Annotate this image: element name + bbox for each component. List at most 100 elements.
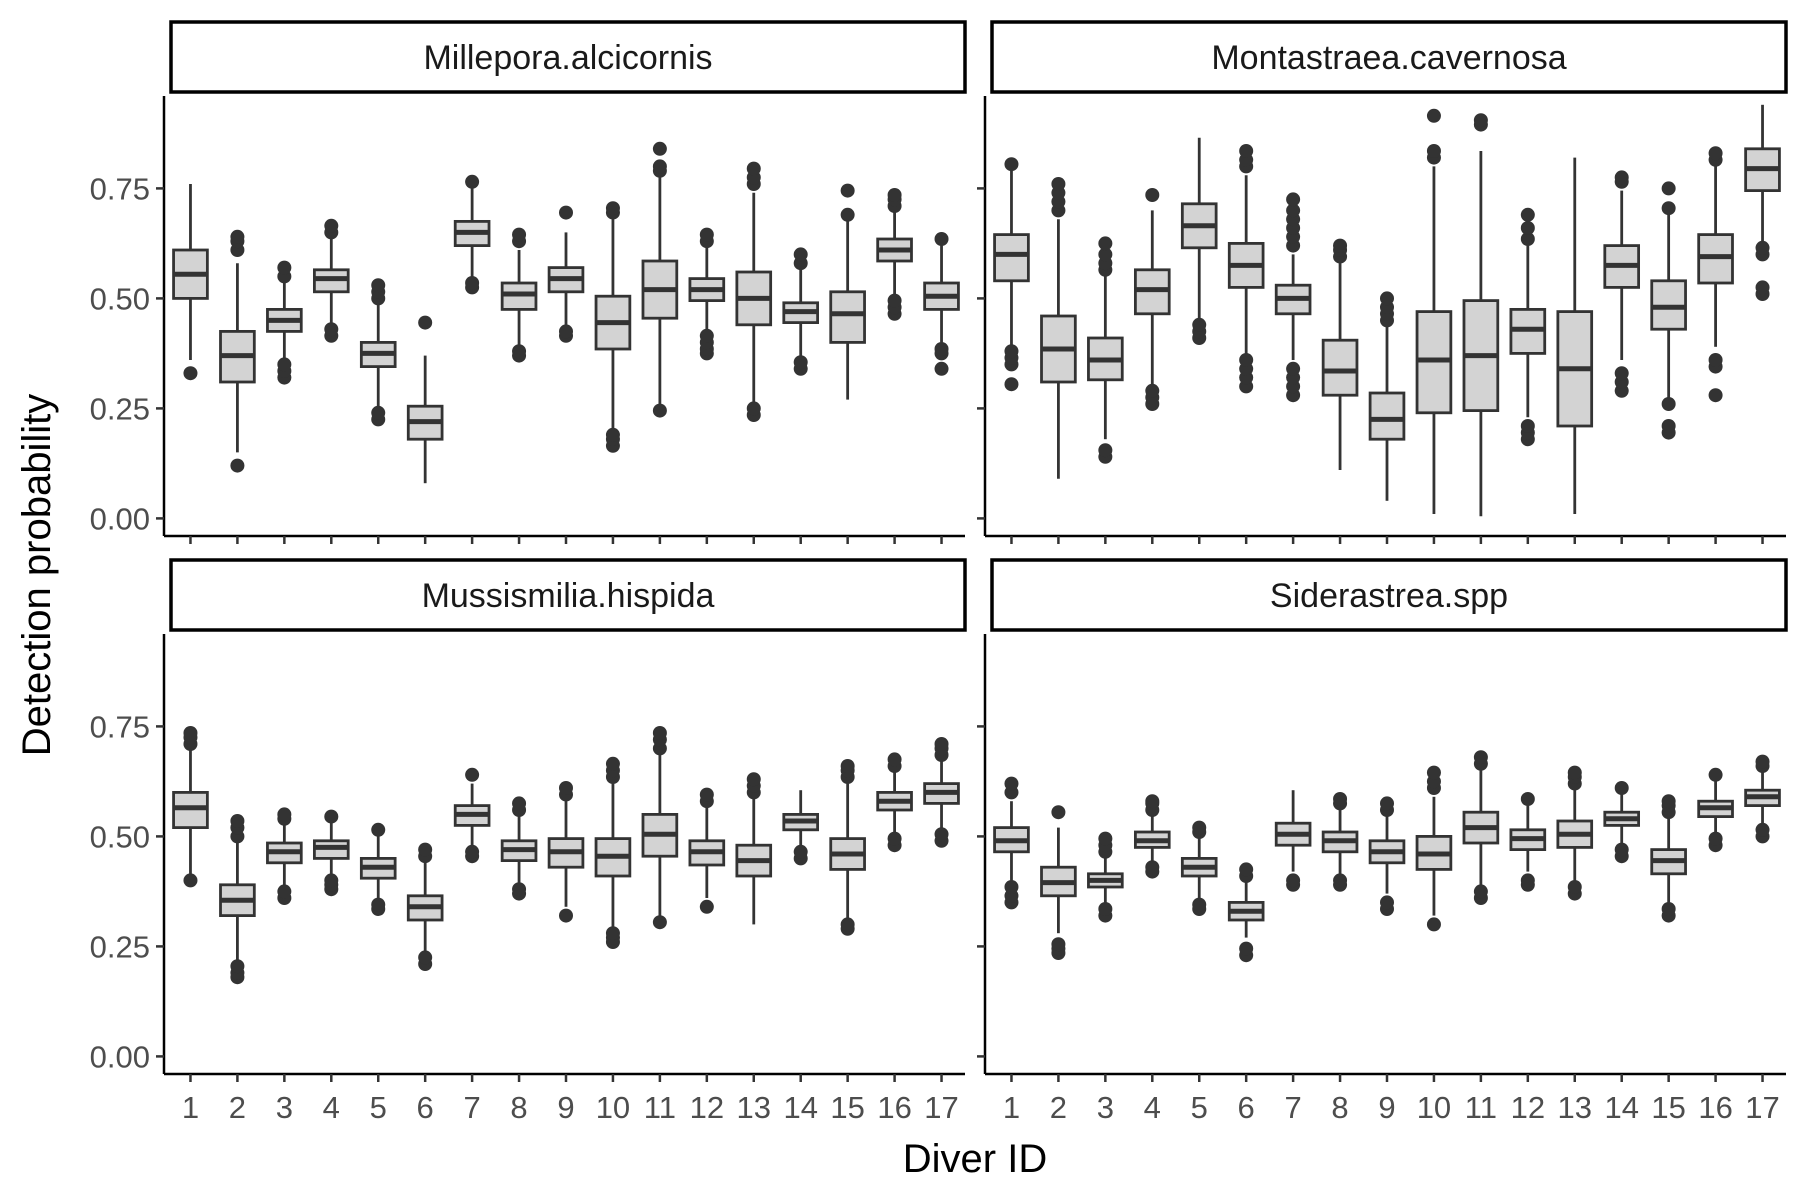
outlier-point bbox=[559, 205, 573, 220]
outlier-point bbox=[699, 899, 714, 914]
y-tick-label: 0.25 bbox=[90, 929, 150, 964]
outlier-point bbox=[1004, 776, 1019, 791]
box-group bbox=[829, 759, 866, 936]
x-tick-label: 16 bbox=[1698, 1090, 1732, 1125]
outlier-point bbox=[1755, 280, 1770, 295]
outlier-point bbox=[1333, 238, 1348, 253]
outlier-point bbox=[1051, 177, 1066, 191]
outlier-point bbox=[746, 772, 761, 787]
box-group bbox=[1087, 831, 1124, 923]
box bbox=[993, 233, 1030, 283]
outlier-point bbox=[1380, 895, 1394, 910]
outlier-point bbox=[1708, 767, 1723, 782]
box-group bbox=[406, 842, 444, 971]
outlier-point bbox=[1004, 880, 1019, 894]
box-group bbox=[735, 161, 773, 422]
x-tick-label: 10 bbox=[596, 1090, 630, 1125]
box-group bbox=[1321, 792, 1359, 892]
box-group bbox=[1415, 108, 1453, 514]
outlier-point bbox=[1567, 880, 1582, 894]
outlier-point bbox=[840, 759, 855, 773]
box-group bbox=[1556, 157, 1594, 514]
box-group bbox=[453, 767, 491, 864]
box-group bbox=[688, 787, 726, 914]
x-tick-label: 8 bbox=[1331, 1090, 1348, 1125]
outlier-point bbox=[1520, 873, 1535, 888]
box-group bbox=[547, 205, 585, 343]
outlier-point bbox=[934, 232, 949, 246]
box-group bbox=[1556, 765, 1594, 901]
outlier-point bbox=[277, 260, 292, 275]
y-tick-label: 0.00 bbox=[90, 1039, 150, 1074]
box-group bbox=[406, 315, 444, 484]
outlier-point bbox=[1145, 794, 1160, 809]
box-group bbox=[735, 772, 773, 925]
box-group bbox=[1697, 146, 1734, 403]
box-group bbox=[1087, 236, 1124, 464]
x-tick-label: 4 bbox=[323, 1090, 340, 1125]
y-tick-label: 0.50 bbox=[90, 281, 150, 316]
outlier-point bbox=[887, 293, 902, 308]
outlier-point bbox=[230, 814, 245, 828]
outlier-point bbox=[746, 401, 761, 416]
x-tick-label: 6 bbox=[417, 1090, 434, 1125]
outlier-point bbox=[1614, 842, 1629, 857]
outlier-point bbox=[1708, 831, 1723, 846]
box-group bbox=[1509, 792, 1547, 892]
box-group bbox=[1227, 862, 1265, 963]
box-group bbox=[1462, 113, 1500, 517]
outlier-point bbox=[183, 366, 198, 381]
outlier-point bbox=[1755, 822, 1770, 837]
box-group bbox=[923, 737, 960, 848]
outlier-point bbox=[1004, 157, 1019, 172]
outlier-point bbox=[652, 159, 667, 174]
outlier-point bbox=[277, 884, 292, 899]
outlier-point bbox=[1661, 181, 1676, 196]
box-group bbox=[1133, 794, 1171, 879]
outlier-point bbox=[1239, 144, 1254, 158]
outlier-point bbox=[512, 227, 527, 242]
outlier-point bbox=[559, 781, 573, 795]
x-axis-title: Diver ID bbox=[903, 1137, 1047, 1181]
outlier-point bbox=[934, 361, 949, 376]
box-group bbox=[172, 184, 209, 381]
outlier-point bbox=[1567, 765, 1582, 780]
box-group bbox=[453, 174, 491, 295]
x-tick-label: 7 bbox=[463, 1090, 480, 1125]
outlier-point bbox=[1051, 805, 1066, 820]
box-group bbox=[500, 227, 538, 363]
outlier-point bbox=[559, 324, 573, 339]
outlier-point bbox=[652, 141, 667, 156]
y-tick-label: 0.50 bbox=[90, 819, 150, 854]
box-group bbox=[594, 756, 632, 949]
box-group bbox=[829, 183, 866, 400]
outlier-point bbox=[699, 328, 714, 343]
outlier-point bbox=[1520, 419, 1535, 433]
x-tick-label: 3 bbox=[1097, 1090, 1114, 1125]
outlier-point bbox=[840, 917, 855, 932]
box-group bbox=[1744, 754, 1781, 844]
box-group bbox=[876, 752, 913, 853]
outlier-point bbox=[183, 873, 198, 888]
outlier-point bbox=[1426, 765, 1441, 780]
outlier-point bbox=[230, 229, 245, 244]
box-group bbox=[547, 781, 585, 923]
outlier-point bbox=[1708, 146, 1723, 161]
x-tick-label: 12 bbox=[1511, 1090, 1545, 1125]
x-tick-label: 16 bbox=[877, 1090, 911, 1125]
outlier-point bbox=[1614, 781, 1629, 795]
outlier-point bbox=[1192, 820, 1207, 835]
outlier-point bbox=[1333, 873, 1348, 888]
x-tick-label: 12 bbox=[690, 1090, 724, 1125]
box bbox=[1321, 338, 1359, 397]
outlier-point bbox=[1426, 144, 1441, 158]
outlier-point bbox=[1098, 236, 1113, 251]
outlier-point bbox=[887, 188, 902, 202]
outlier-point bbox=[1286, 192, 1301, 207]
box-group bbox=[876, 188, 913, 321]
outlier-point bbox=[230, 959, 245, 974]
box-group bbox=[359, 278, 397, 427]
x-tick-label: 5 bbox=[1191, 1090, 1208, 1125]
